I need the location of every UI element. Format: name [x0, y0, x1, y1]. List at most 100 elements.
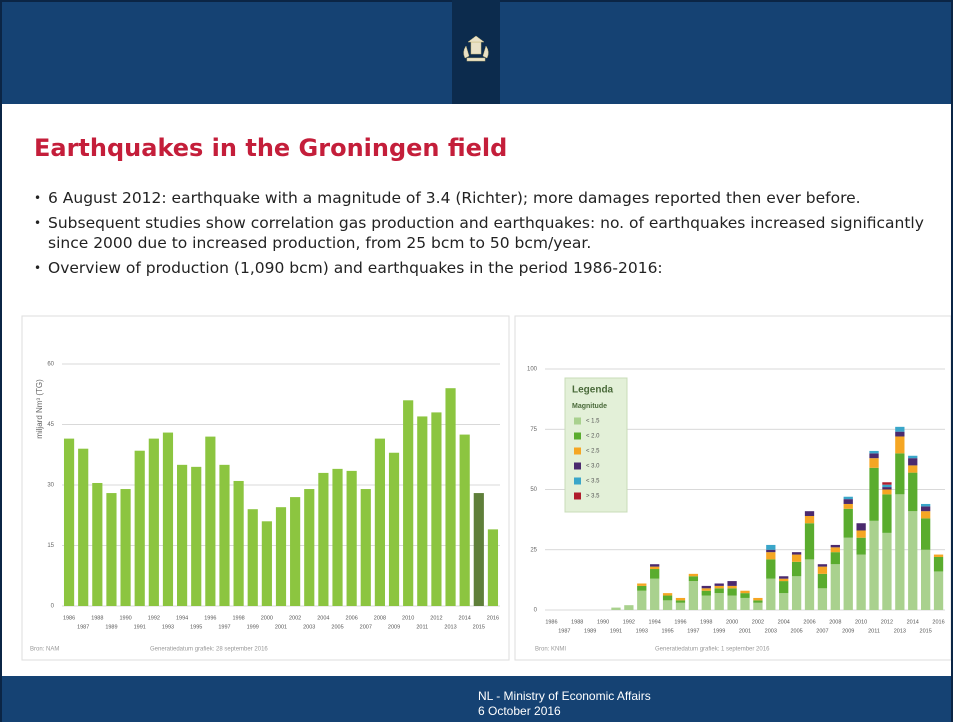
bullet: Overview of production (1,090 bcm) and e… — [34, 258, 934, 278]
legend-label: < 3.5 — [586, 479, 600, 485]
bar-segment — [650, 564, 660, 567]
bar-segment — [933, 571, 944, 610]
bar-segment — [856, 554, 866, 610]
bar — [219, 464, 230, 606]
bar-segment — [843, 499, 853, 504]
bar — [473, 493, 484, 606]
bullet-list: 6 August 2012: earthquake with a magnitu… — [34, 188, 934, 283]
y-tick-label: 45 — [47, 422, 54, 428]
x-tick-label: 2006 — [803, 619, 815, 625]
bar-segment — [688, 573, 699, 577]
x-tick-label: 2007 — [816, 628, 828, 634]
x-tick-label: 2014 — [459, 615, 471, 621]
bar-segment — [895, 453, 905, 495]
generated-note: Generatiedatum grafiek: 28 september 201… — [150, 647, 268, 653]
legend-title: Legenda — [572, 385, 614, 396]
bar-segment — [869, 520, 879, 610]
bar-segment — [843, 537, 853, 610]
bar-segment — [856, 530, 866, 538]
x-tick-label: 1989 — [105, 624, 117, 630]
bar-segment — [882, 489, 892, 495]
x-tick-label: 1986 — [63, 615, 75, 621]
y-tick-label: 100 — [527, 367, 538, 373]
bar-segment — [714, 588, 724, 594]
bar-segment — [921, 518, 931, 550]
bar-segment — [701, 585, 711, 589]
bar — [346, 470, 357, 606]
legend-swatch — [574, 477, 581, 485]
bar-segment — [727, 581, 737, 586]
bar — [247, 509, 258, 606]
bar-segment — [843, 496, 853, 500]
bar — [177, 464, 188, 606]
bar — [417, 416, 428, 606]
bar-segment — [740, 593, 750, 598]
x-tick-label: 2008 — [374, 615, 386, 621]
legend-label: < 2.0 — [586, 434, 600, 440]
y-tick-label: 75 — [530, 427, 537, 433]
bar — [191, 466, 202, 606]
x-tick-label: 2009 — [388, 624, 400, 630]
legend-label: < 2.5 — [586, 449, 600, 455]
bar — [403, 400, 414, 606]
x-tick-label: 1991 — [134, 624, 146, 630]
bar-segment — [817, 564, 828, 567]
bar-segment — [779, 576, 789, 579]
bar-segment — [779, 593, 789, 610]
x-tick-label: 1996 — [204, 615, 216, 621]
x-tick-label: 2008 — [829, 619, 841, 625]
bar-segment — [933, 554, 944, 557]
bar-segment — [650, 566, 660, 570]
bullet: Subsequent studies show correlation gas … — [34, 213, 934, 253]
bar-segment — [650, 578, 660, 610]
generated-note: Generatiedatum grafiek: 1 september 2016 — [655, 647, 770, 653]
bar-segment — [727, 588, 737, 596]
x-tick-label: 2011 — [416, 624, 428, 630]
bar-segment — [895, 426, 905, 432]
bar-segment — [714, 585, 724, 589]
x-tick-label: 2012 — [881, 619, 893, 625]
y-axis-label: miljard Nm³ (TG) — [35, 379, 44, 439]
bar-segment — [869, 467, 879, 521]
x-tick-label: 1990 — [597, 619, 609, 625]
x-tick-label: 1992 — [148, 615, 160, 621]
legend-subtitle: Magnitude — [572, 403, 607, 410]
bar — [233, 480, 244, 606]
bar-segment — [740, 590, 750, 594]
bar — [388, 452, 400, 606]
footer-bar: NL - Ministry of Economic Affairs 6 Octo… — [0, 676, 953, 722]
footer-org: NL - Ministry of Economic Affairs — [478, 689, 651, 703]
slide-title: Earthquakes in the Groningen field — [34, 134, 508, 162]
source-note: Bron: KNMI — [535, 647, 566, 653]
x-tick-label: 1988 — [91, 615, 103, 621]
bar — [360, 489, 371, 606]
bar-segment — [869, 458, 879, 468]
legend-swatch — [574, 417, 581, 425]
bar-segment — [817, 573, 828, 589]
bar-segment — [895, 494, 905, 610]
bar-segment — [675, 602, 686, 610]
bar-segment — [766, 578, 776, 610]
bar-segment — [727, 595, 737, 610]
bar-segment — [637, 583, 647, 586]
bar-segment — [908, 511, 918, 610]
bar-segment — [908, 458, 918, 466]
bar-segment — [637, 590, 647, 610]
x-tick-label: 1986 — [545, 619, 557, 625]
x-tick-label: 2006 — [346, 615, 358, 621]
bar-segment — [637, 585, 647, 591]
bar-segment — [830, 552, 840, 565]
x-tick-label: 1995 — [190, 624, 202, 630]
bar — [459, 434, 470, 606]
x-tick-label: 1991 — [610, 628, 622, 634]
bar-segment — [830, 547, 840, 553]
bar — [275, 507, 287, 606]
bar-segment — [856, 523, 866, 531]
bar-segment — [804, 516, 815, 524]
bar-segment — [650, 569, 660, 579]
bar-segment — [882, 532, 892, 610]
x-tick-label: 1989 — [584, 628, 596, 634]
bar-segment — [688, 581, 699, 610]
